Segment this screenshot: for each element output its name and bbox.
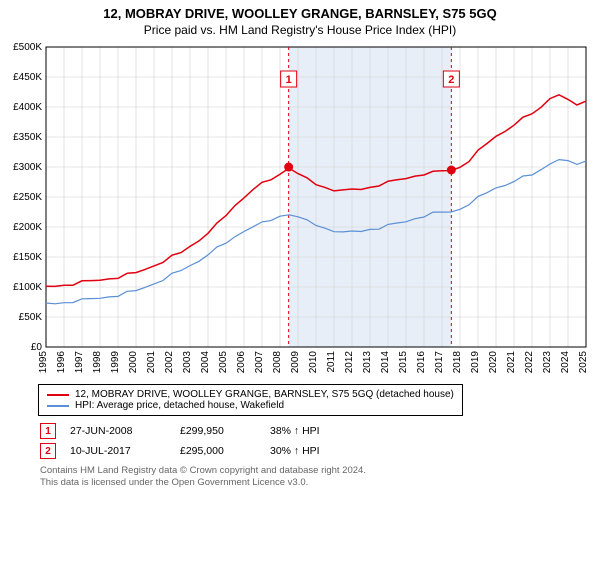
sales-marker: 1 [40, 423, 56, 439]
xtick-label: 2007 [254, 351, 265, 374]
legend-row: HPI: Average price, detached house, Wake… [47, 400, 454, 411]
ytick-label: £300K [13, 162, 42, 173]
xtick-label: 2025 [578, 351, 589, 374]
xtick-label: 2005 [218, 351, 229, 374]
sales-row: 1 27-JUN-2008£299,95038% ↑ HPI [40, 423, 600, 439]
ytick-label: £400K [13, 102, 42, 113]
xtick-label: 2000 [128, 351, 139, 374]
ytick-label: £200K [13, 222, 42, 233]
title-subtitle: Price paid vs. HM Land Registry's House … [0, 23, 600, 37]
xtick-label: 2003 [182, 351, 193, 374]
xtick-label: 2014 [380, 351, 391, 374]
xtick-label: 1996 [56, 351, 67, 374]
xtick-label: 2023 [542, 351, 553, 374]
event-marker-num: 2 [448, 74, 454, 86]
xtick-label: 1999 [110, 351, 121, 374]
xtick-label: 2013 [362, 351, 373, 374]
xtick-label: 2012 [344, 351, 355, 374]
chart-container: £0£50K£100K£150K£200K£250K£300K£350K£400… [0, 41, 600, 381]
ytick-label: £500K [13, 42, 42, 53]
xtick-label: 2017 [434, 351, 445, 374]
footnote-line1: Contains HM Land Registry data © Crown c… [40, 465, 600, 477]
xtick-label: 2004 [200, 351, 211, 374]
sales-date: 10-JUL-2017 [70, 445, 180, 457]
xtick-label: 2016 [416, 351, 427, 374]
xtick-label: 2020 [488, 351, 499, 374]
xtick-label: 2024 [560, 351, 571, 374]
xtick-label: 2015 [398, 351, 409, 374]
legend-row: 12, MOBRAY DRIVE, WOOLLEY GRANGE, BARNSL… [47, 389, 454, 400]
xtick-label: 2011 [326, 351, 337, 373]
chart-titles: 12, MOBRAY DRIVE, WOOLLEY GRANGE, BARNSL… [0, 6, 600, 37]
legend-swatch [47, 405, 69, 407]
sales-row: 2 10-JUL-2017£295,00030% ↑ HPI [40, 443, 600, 459]
legend-label: 12, MOBRAY DRIVE, WOOLLEY GRANGE, BARNSL… [75, 389, 454, 400]
footnote-line2: This data is licensed under the Open Gov… [40, 477, 600, 489]
sales-hpi: 30% ↑ HPI [270, 445, 360, 457]
xtick-label: 2006 [236, 351, 247, 374]
price-chart: £0£50K£100K£150K£200K£250K£300K£350K£400… [0, 41, 600, 381]
ytick-label: £50K [19, 312, 43, 323]
legend-swatch [47, 394, 69, 396]
xtick-label: 1997 [74, 351, 85, 374]
ytick-label: £450K [13, 72, 42, 83]
ytick-label: £250K [13, 192, 42, 203]
xtick-label: 2002 [164, 351, 175, 374]
ytick-label: £100K [13, 282, 42, 293]
xtick-label: 2001 [146, 351, 157, 374]
sale-marker-dot [284, 163, 293, 172]
xtick-label: 2018 [452, 351, 463, 374]
sales-date: 27-JUN-2008 [70, 425, 180, 437]
sales-marker: 2 [40, 443, 56, 459]
ytick-label: £150K [13, 252, 42, 263]
xtick-label: 2022 [524, 351, 535, 374]
xtick-label: 2009 [290, 351, 301, 374]
sales-table: 1 27-JUN-2008£299,95038% ↑ HPI 2 10-JUL-201… [40, 423, 600, 459]
sale-marker-dot [447, 166, 456, 175]
xtick-label: 1998 [92, 351, 103, 374]
footnote: Contains HM Land Registry data © Crown c… [40, 465, 600, 490]
event-marker-num: 1 [286, 74, 292, 86]
title-address: 12, MOBRAY DRIVE, WOOLLEY GRANGE, BARNSL… [0, 6, 600, 21]
xtick-label: 1995 [38, 351, 49, 374]
ytick-label: £350K [13, 132, 42, 143]
xtick-label: 2010 [308, 351, 319, 374]
xtick-label: 2008 [272, 351, 283, 374]
legend-label: HPI: Average price, detached house, Wake… [75, 400, 284, 411]
xtick-label: 2019 [470, 351, 481, 374]
sales-price: £295,000 [180, 445, 270, 457]
sales-hpi: 38% ↑ HPI [270, 425, 360, 437]
sales-price: £299,950 [180, 425, 270, 437]
xtick-label: 2021 [506, 351, 517, 374]
legend: 12, MOBRAY DRIVE, WOOLLEY GRANGE, BARNSL… [38, 384, 463, 416]
